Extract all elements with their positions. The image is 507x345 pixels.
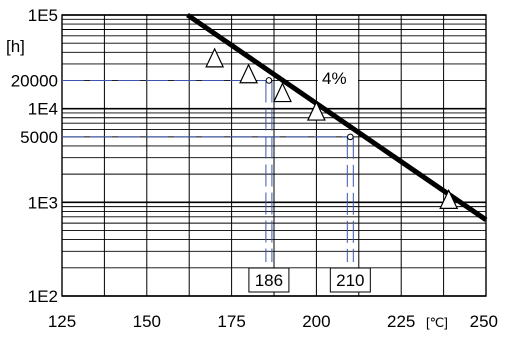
x-unit-label: [℃] — [426, 315, 448, 330]
grid — [61, 14, 487, 297]
y-unit-label: [h] — [6, 37, 25, 56]
data-point-triangle — [306, 100, 326, 121]
x-tick-label: 150 — [133, 312, 161, 331]
series-label-background — [318, 67, 358, 89]
y-tick-label: 1E4 — [28, 100, 58, 119]
reference-value-box — [329, 267, 371, 293]
y-extra-label: 20000 — [11, 71, 58, 90]
series-label: 4% — [322, 69, 347, 88]
reference-value-label: 186 — [255, 271, 283, 290]
y-tick-label-background — [0, 286, 58, 306]
reference-value-box — [248, 267, 290, 293]
x-unit-background — [423, 313, 463, 333]
labels: 4% 125 150 175 200 225 250 [℃] 1E2 1E3 1E4 1E5[h] 20… — [0, 5, 498, 333]
data-point-triangle — [273, 82, 292, 103]
x-tick-label: 125 — [48, 312, 76, 331]
plot-frame — [61, 14, 487, 297]
x-tick-label: 175 — [217, 312, 245, 331]
data-point-triangle — [439, 188, 459, 209]
y-extra-label-background — [0, 70, 60, 91]
intersection-point — [347, 133, 354, 141]
y-unit-background — [0, 36, 55, 58]
y-tick-label: 1E3 — [28, 193, 58, 212]
reference-value-label: 210 — [336, 271, 364, 290]
y-tick-label: 1E5 — [28, 6, 58, 25]
x-tick-label: 225 — [387, 312, 415, 331]
markers — [205, 47, 459, 209]
y-tick-label-background — [0, 5, 58, 25]
data-point-triangle — [205, 47, 225, 68]
y-extra-label: 5000 — [20, 128, 58, 147]
y-tick-label-background — [0, 192, 58, 213]
reference-lines — [62, 79, 354, 262]
x-tick-label: 200 — [302, 312, 330, 331]
data-point-triangle — [239, 63, 259, 84]
series — [186, 12, 488, 222]
y-tick-label: 1E2 — [28, 287, 58, 306]
intersection-point — [265, 77, 273, 84]
x-tick-label: 250 — [470, 312, 498, 331]
y-tick-label-background — [0, 98, 58, 119]
y-extra-label-background — [0, 126, 60, 147]
series-line — [186, 12, 488, 222]
